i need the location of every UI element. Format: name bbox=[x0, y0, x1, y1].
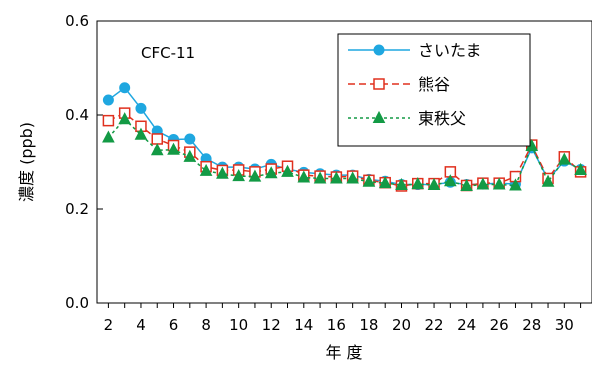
data-point bbox=[378, 176, 392, 189]
data-point bbox=[216, 166, 229, 179]
y-tick-label: 0.4 bbox=[65, 106, 89, 124]
x-tick-label: 12 bbox=[262, 316, 281, 334]
data-point bbox=[264, 166, 278, 179]
legend-marker bbox=[372, 110, 386, 123]
legend-marker bbox=[373, 44, 385, 56]
data-point bbox=[346, 171, 359, 184]
x-tick-label: 26 bbox=[490, 316, 509, 334]
x-tick-label: 20 bbox=[392, 316, 411, 334]
data-point bbox=[150, 143, 164, 156]
data-point bbox=[395, 177, 408, 191]
legend-label: 熊谷 bbox=[418, 75, 450, 94]
data-point bbox=[313, 171, 327, 184]
legend-item-1: さいたま bbox=[348, 41, 482, 60]
legend-item-3: 東秩父 bbox=[348, 109, 466, 128]
legend-item-2: 熊谷 bbox=[348, 75, 450, 94]
data-point bbox=[102, 94, 114, 106]
y-tick-label: 0.6 bbox=[65, 12, 89, 30]
plot-area bbox=[96, 20, 592, 304]
x-tick-label: 10 bbox=[229, 316, 248, 334]
x-tick-label: 22 bbox=[425, 316, 444, 334]
data-point bbox=[574, 162, 587, 175]
x-tick-label: 6 bbox=[169, 316, 179, 334]
data-point bbox=[281, 164, 294, 177]
x-tick-label: 16 bbox=[327, 316, 346, 334]
data-point bbox=[102, 130, 115, 143]
series-layer bbox=[102, 82, 587, 192]
data-point bbox=[362, 174, 376, 187]
data-point bbox=[476, 177, 490, 190]
data-point bbox=[509, 178, 522, 191]
x-tick-label: 14 bbox=[294, 316, 313, 334]
data-point bbox=[134, 127, 148, 140]
x-axis: 2 4 6 8 10 12 14 16 18 20 22 24 26 28 30 bbox=[104, 303, 582, 334]
data-point bbox=[330, 171, 343, 184]
y-axis-title: 濃度 (ppb) bbox=[17, 122, 36, 202]
legend-label: 東秩父 bbox=[418, 109, 466, 128]
x-tick-label: 18 bbox=[359, 316, 378, 334]
y-axis: 0.0 0.2 0.4 0.6 bbox=[65, 12, 103, 312]
x-tick-label: 30 bbox=[555, 316, 574, 334]
data-point bbox=[119, 82, 131, 94]
data-point bbox=[460, 178, 473, 191]
data-point bbox=[427, 177, 441, 191]
data-point bbox=[248, 169, 262, 182]
legend-box bbox=[337, 33, 531, 147]
series-line bbox=[107, 118, 582, 187]
data-point bbox=[557, 152, 571, 165]
series-3 bbox=[102, 112, 587, 191]
data-point bbox=[135, 102, 147, 114]
x-tick-label: 8 bbox=[201, 316, 211, 334]
y-tick-label: 0.0 bbox=[65, 294, 89, 312]
data-point bbox=[151, 133, 163, 145]
x-tick-label: 24 bbox=[457, 316, 476, 334]
chart-annotation: CFC-11 bbox=[141, 44, 195, 62]
data-point bbox=[492, 177, 506, 190]
data-point bbox=[184, 133, 196, 145]
legend-label: さいたま bbox=[418, 41, 482, 60]
data-point bbox=[232, 169, 245, 182]
y-tick-label: 0.2 bbox=[65, 200, 89, 218]
data-point bbox=[183, 149, 197, 162]
data-point bbox=[297, 170, 311, 183]
x-tick-label: 4 bbox=[136, 316, 146, 334]
data-point bbox=[102, 114, 115, 127]
data-point bbox=[541, 174, 555, 187]
legend-marker bbox=[373, 78, 385, 90]
data-point bbox=[118, 112, 132, 125]
data-point bbox=[199, 163, 213, 176]
data-point bbox=[411, 177, 425, 190]
x-tick-label: 2 bbox=[104, 316, 114, 334]
x-tick-label: 28 bbox=[522, 316, 541, 334]
x-axis-title: 年 度 bbox=[325, 343, 362, 362]
data-point bbox=[444, 174, 457, 187]
data-point bbox=[167, 142, 180, 155]
